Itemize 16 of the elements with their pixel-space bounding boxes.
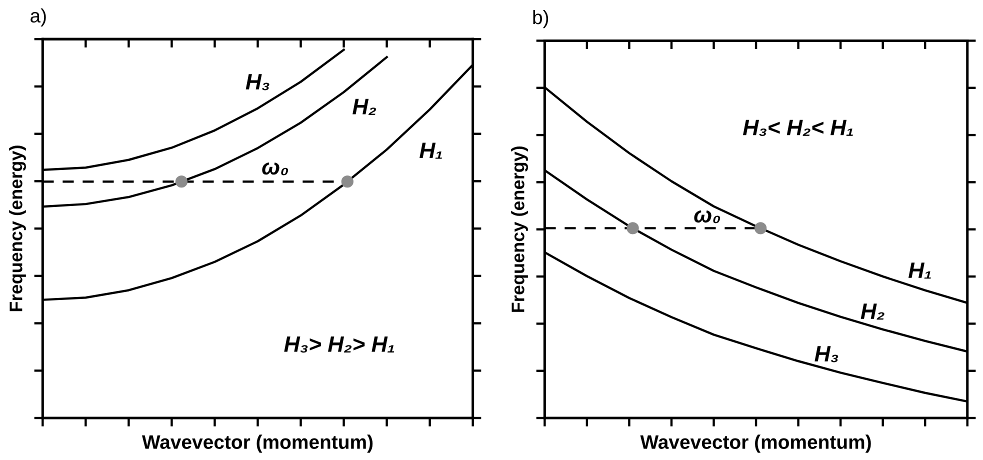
x-axis-title: Wavevector (momentum) — [142, 434, 373, 453]
series-label: H₂ — [352, 98, 376, 115]
ref-line-label: ω₀ — [694, 210, 720, 224]
chart-title: b) — [533, 10, 548, 28]
x-axis-title: Wavevector (momentum) — [640, 434, 871, 453]
legend-label: H₁ — [908, 262, 931, 279]
y-axis-title: Frequency (energy) — [9, 146, 26, 312]
annotation: H₃< H₂< H₁ — [742, 120, 853, 136]
series-label: H₃ — [814, 346, 838, 362]
ref-line-label: ω₀ — [262, 162, 288, 176]
chart-title: a) — [30, 8, 46, 26]
series-label: H₂ — [860, 304, 884, 320]
annotation: H₃> H₂> H₁ — [284, 336, 394, 353]
series-label: H₁ — [420, 142, 442, 159]
series-label: H₃ — [246, 74, 270, 90]
y-axis-title: Frequency (energy) — [511, 146, 528, 312]
